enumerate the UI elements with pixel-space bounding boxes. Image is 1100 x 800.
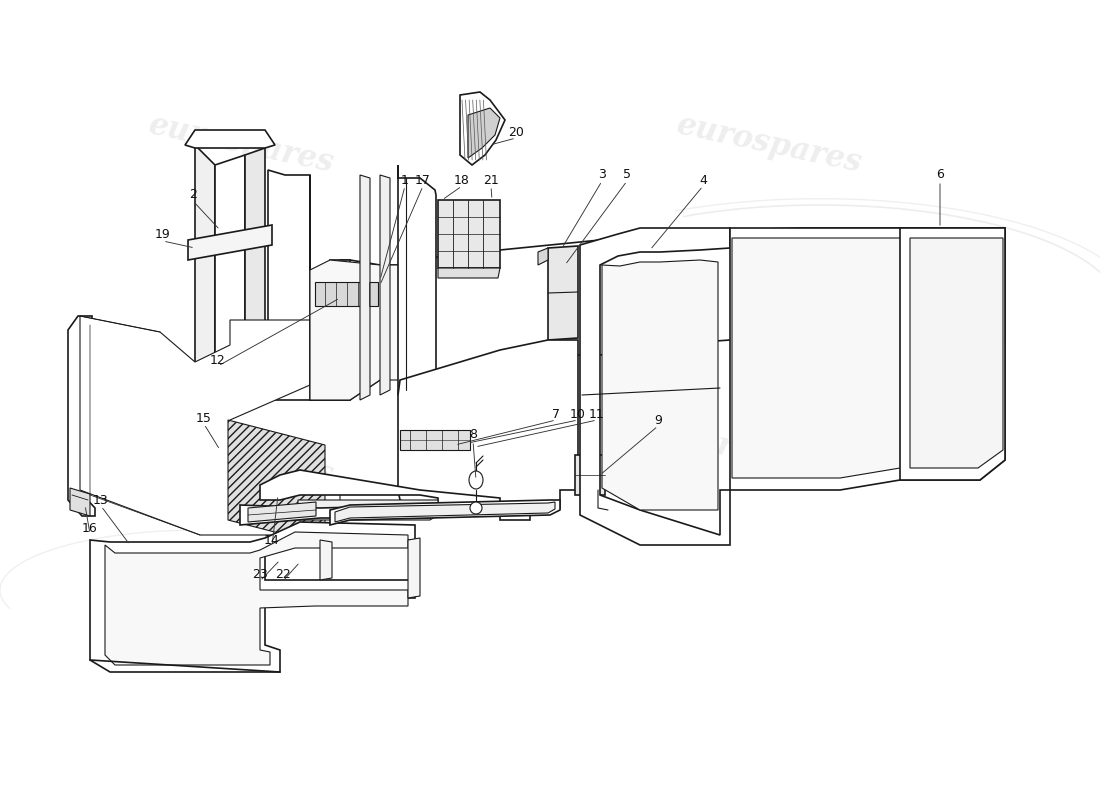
Polygon shape: [398, 340, 578, 520]
Polygon shape: [408, 538, 420, 598]
Text: 21: 21: [483, 174, 499, 186]
Polygon shape: [228, 420, 324, 545]
Polygon shape: [438, 268, 500, 278]
Text: eurospares: eurospares: [674, 422, 866, 490]
Text: 8: 8: [469, 429, 477, 442]
Polygon shape: [320, 540, 332, 580]
Polygon shape: [245, 148, 265, 355]
Polygon shape: [214, 155, 245, 370]
Polygon shape: [260, 470, 500, 510]
Polygon shape: [330, 500, 560, 525]
Text: 4: 4: [700, 174, 707, 186]
Text: 7: 7: [552, 407, 560, 421]
Polygon shape: [90, 522, 415, 672]
Polygon shape: [575, 455, 605, 495]
Polygon shape: [400, 430, 470, 450]
Polygon shape: [580, 228, 730, 545]
Text: 6: 6: [936, 169, 944, 182]
Polygon shape: [195, 145, 214, 385]
Polygon shape: [315, 282, 378, 306]
Text: 11: 11: [590, 407, 605, 421]
Polygon shape: [910, 238, 1003, 468]
Text: 5: 5: [623, 169, 631, 182]
Polygon shape: [379, 175, 390, 395]
Polygon shape: [900, 228, 1005, 480]
Text: eurospares: eurospares: [146, 110, 338, 178]
Polygon shape: [185, 130, 275, 148]
Polygon shape: [468, 108, 500, 158]
Polygon shape: [538, 340, 548, 355]
Polygon shape: [195, 375, 214, 395]
Polygon shape: [298, 500, 438, 520]
Polygon shape: [548, 246, 578, 340]
Polygon shape: [438, 200, 500, 268]
Ellipse shape: [469, 471, 483, 489]
Text: 9: 9: [654, 414, 662, 426]
Polygon shape: [730, 228, 1005, 490]
Polygon shape: [68, 316, 95, 516]
Polygon shape: [248, 502, 316, 522]
Text: 19: 19: [155, 229, 170, 242]
Polygon shape: [336, 502, 556, 522]
Circle shape: [470, 502, 482, 514]
Polygon shape: [268, 170, 1005, 400]
Text: 20: 20: [508, 126, 524, 138]
Text: 15: 15: [196, 411, 212, 425]
Polygon shape: [398, 165, 436, 395]
Text: eurospares: eurospares: [674, 110, 866, 178]
Text: 3: 3: [598, 169, 606, 182]
Text: 13: 13: [94, 494, 109, 506]
Text: 23: 23: [252, 569, 268, 582]
Polygon shape: [538, 248, 548, 265]
Polygon shape: [80, 316, 340, 535]
Polygon shape: [732, 238, 1003, 478]
Text: 10: 10: [570, 407, 586, 421]
Polygon shape: [310, 175, 350, 400]
Polygon shape: [104, 532, 408, 665]
Text: 12: 12: [210, 354, 225, 366]
Polygon shape: [70, 488, 90, 516]
Text: 17: 17: [415, 174, 431, 186]
Text: 1: 1: [402, 174, 409, 186]
Text: 2: 2: [189, 189, 197, 202]
Polygon shape: [310, 260, 400, 400]
Text: 22: 22: [275, 569, 290, 582]
Polygon shape: [240, 505, 430, 525]
Text: 14: 14: [264, 534, 279, 546]
Polygon shape: [245, 340, 265, 370]
Polygon shape: [360, 175, 370, 400]
Text: 16: 16: [82, 522, 98, 534]
Polygon shape: [460, 92, 505, 165]
Text: eurospares: eurospares: [146, 422, 338, 490]
Text: 18: 18: [454, 174, 470, 186]
Polygon shape: [602, 260, 718, 510]
Polygon shape: [188, 225, 272, 260]
